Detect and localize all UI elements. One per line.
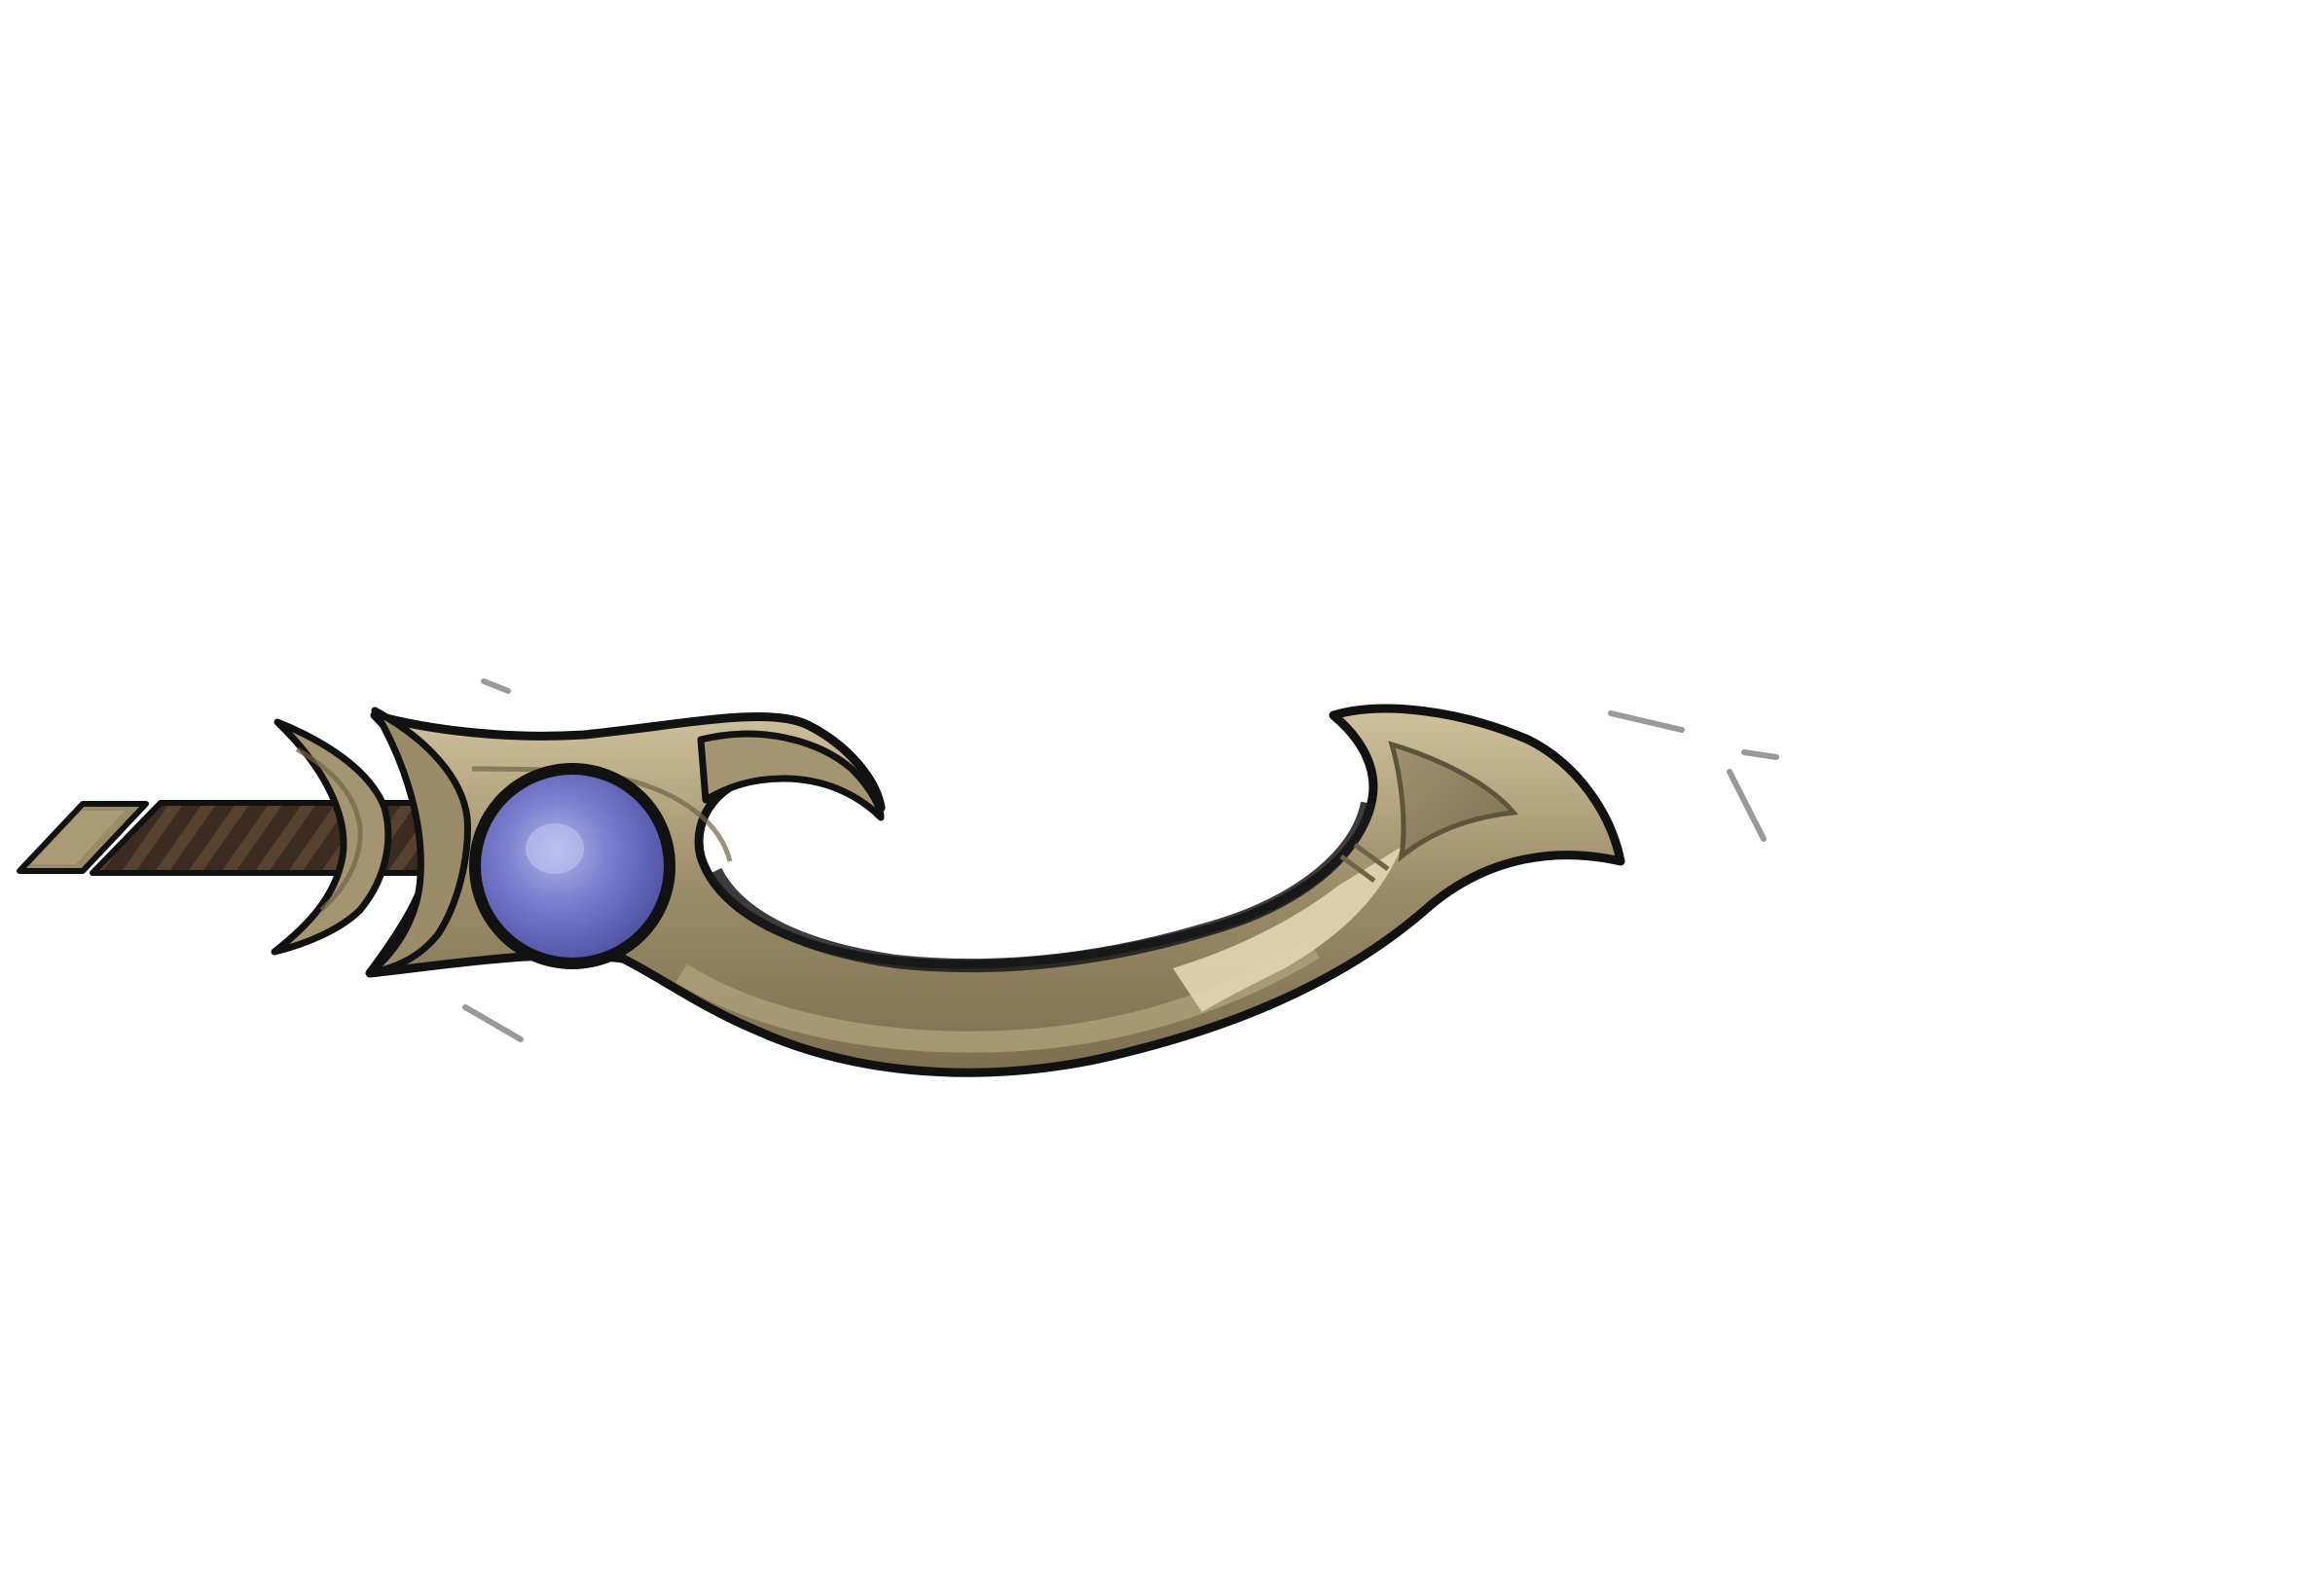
pommel	[17, 801, 149, 874]
gem	[469, 763, 675, 969]
motion-lines-icon	[462, 678, 1779, 1042]
weapon-sprite[interactable]	[17, 704, 1625, 1077]
handle	[90, 800, 451, 876]
small-guard	[271, 718, 392, 956]
